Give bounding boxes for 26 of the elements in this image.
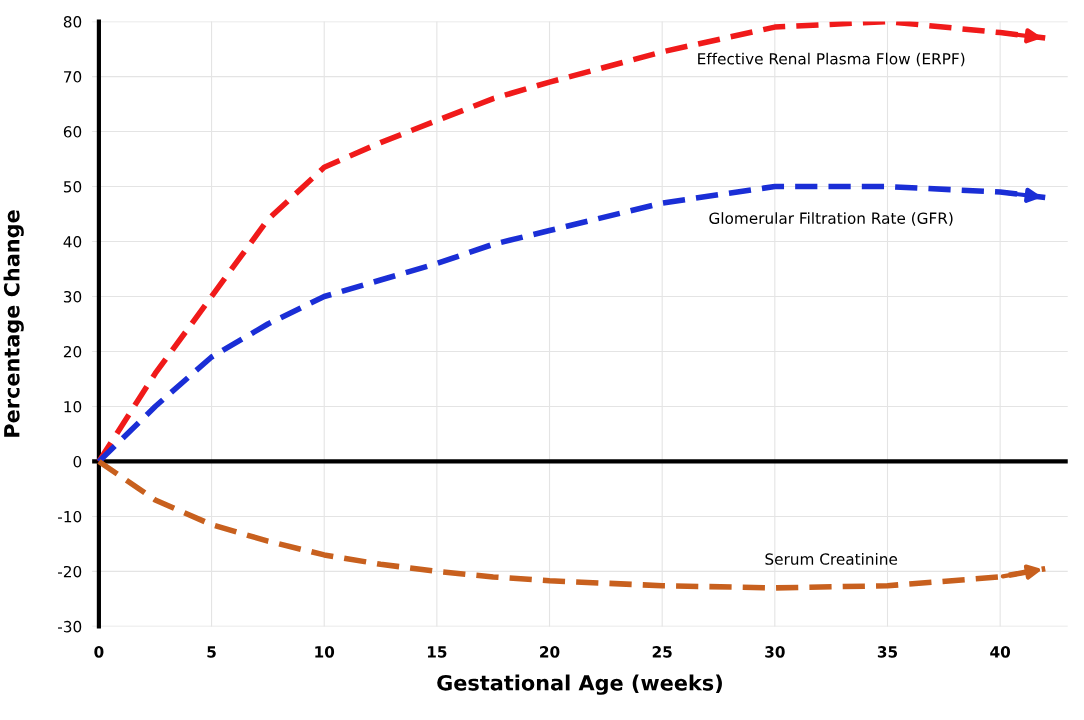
y-tick-label: -10 [58, 510, 82, 523]
x-tick-label: 40 [990, 646, 1011, 658]
y-tick-label: -20 [58, 565, 82, 578]
y-tick-label: 10 [64, 400, 82, 413]
annotation: Serum Creatinine [765, 553, 898, 565]
y-tick-label: 60 [63, 126, 82, 138]
x-tick-label: 25 [652, 646, 672, 658]
y-axis-title: Percentage Change [3, 210, 24, 437]
x-tick-label: 30 [765, 646, 785, 658]
x-tick-label: 0 [94, 646, 104, 658]
y-tick-label: 30 [63, 290, 82, 303]
x-tick-label: 15 [427, 646, 447, 658]
x-tick-label: 20 [540, 646, 560, 658]
y-tick-label: 0 [73, 455, 82, 468]
annotation: Glomerular Filtration Rate (GFR) [709, 212, 953, 226]
x-tick-label: 5 [207, 646, 216, 658]
y-tick-label: 80 [63, 16, 82, 28]
y-tick-label: 70 [64, 71, 82, 83]
y-tick-label: 20 [63, 345, 82, 358]
y-tick-label: 40 [63, 235, 82, 248]
annotation: Effective Renal Plasma Flow (ERPF) [698, 52, 965, 67]
y-tick-label: -30 [58, 620, 82, 633]
x-tick-label: 35 [877, 646, 898, 658]
x-tick-label: 10 [315, 646, 335, 658]
y-tick-label: 50 [63, 181, 82, 193]
x-axis-title: Gestational Age (weeks) [437, 674, 722, 695]
